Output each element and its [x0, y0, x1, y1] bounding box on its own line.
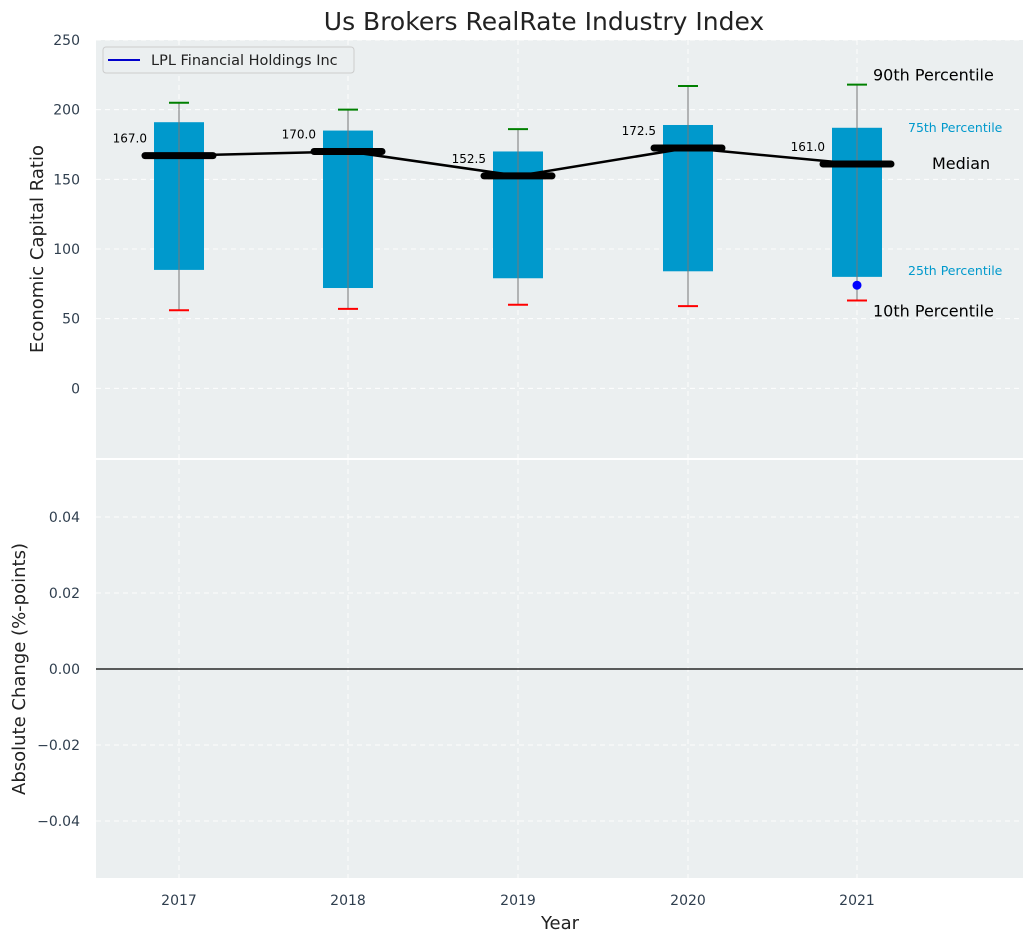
x-tick-label: 2017	[161, 893, 197, 909]
x-tick-label: 2021	[839, 893, 875, 909]
legend-box	[102, 46, 355, 74]
top-y-tick-label: 0	[71, 381, 80, 397]
median-value-label: 167.0	[113, 132, 147, 146]
bottom-layer: 2017 2018 2019 2020 2021	[96, 668, 1023, 909]
top-y-axis-title: Economic Capital Ratio	[27, 145, 48, 353]
x-tick-label: 2019	[500, 893, 536, 909]
legend: LPL Financial Holdings Inc	[102, 46, 355, 74]
annotation-10th: 10th Percentile	[873, 302, 994, 321]
x-axis-title: Year	[540, 913, 580, 934]
x-tick-label: 2018	[330, 893, 366, 909]
company-point	[852, 280, 862, 290]
median-value-label: 152.5	[452, 152, 486, 166]
bottom-y-tick-label: 0.02	[49, 586, 80, 602]
bottom-y-tick-label: −0.02	[37, 738, 80, 754]
annotation-25th: 25th Percentile	[908, 263, 1003, 278]
bottom-y-tick-label: 0.04	[49, 510, 80, 526]
bottom-y-tick-label: −0.04	[37, 814, 80, 830]
annotation-90th: 90th Percentile	[873, 66, 994, 85]
boxes-layer: 167.0 170.0 152.5 172.5 161.0 90th Percentile…	[113, 66, 1003, 321]
median-value-label: 172.5	[622, 124, 656, 138]
x-tick-label: 2020	[670, 893, 706, 909]
bottom-y-axis-title: Absolute Change (%-points)	[9, 543, 30, 795]
top-y-tick-label: 250	[53, 33, 80, 49]
top-y-tick-label: 200	[53, 103, 80, 119]
top-y-tick-label: 100	[53, 242, 80, 258]
annotation-median: Median	[932, 154, 990, 173]
median-value-label: 170.0	[282, 127, 316, 141]
chart-title: Us Brokers RealRate Industry Index	[324, 7, 764, 36]
top-y-tick-label: 50	[62, 312, 80, 328]
annotation-75th: 75th Percentile	[908, 120, 1003, 135]
bottom-y-tick-label: 0.00	[49, 662, 80, 678]
top-y-tick-label: 150	[53, 172, 80, 188]
median-value-label: 161.0	[791, 140, 825, 154]
legend-entry-lpl: LPL Financial Holdings Inc	[151, 53, 338, 69]
